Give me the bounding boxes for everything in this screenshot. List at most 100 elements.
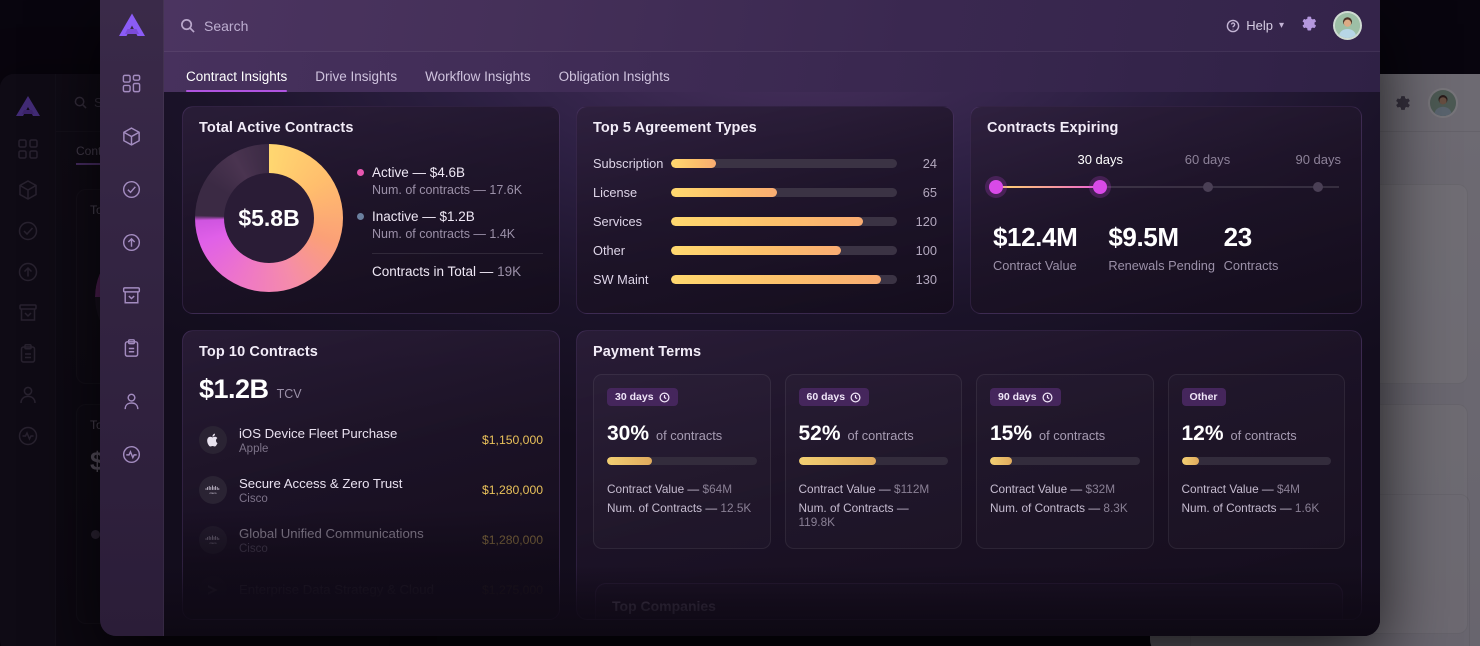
sidebar-item-dashboard[interactable] [115,66,149,100]
slider-track [993,186,1339,188]
bar-row: License 65 [593,178,937,207]
apple-logo-icon [207,433,218,447]
term-num-contracts-value: 8.3K [1103,501,1128,515]
stat-value: $12.4M [993,222,1078,252]
contract-name: iOS Device Fleet Purchase [239,425,398,441]
sidebar-item-people[interactable] [115,384,149,418]
term-num-contracts: Num. of Contracts — 119.8K [799,501,949,529]
bar-row: Services 120 [593,207,937,236]
activity-circle-icon [122,445,141,463]
bar-value: 120 [915,214,937,229]
app-logo[interactable] [100,0,163,52]
term-chip-label: 30 days [615,391,654,403]
term-chip-label: 60 days [806,391,846,403]
expiring-label-90-days: 90 days [1295,152,1342,167]
settings-button[interactable] [1299,14,1318,38]
contract-logo [199,576,227,604]
window-main: Help ▾ Contract Insights Drive Insights … [164,0,1380,636]
contracts-list: iOS Device Fleet Purchase Apple $1,150,0… [183,405,559,615]
term-chip: 30 days [607,388,678,406]
expiring-stat-contracts: 23 Contracts [1224,222,1339,273]
agreement-bar-chart: Subscription 24 License 65 Services [577,136,953,294]
bar-fill [671,188,778,197]
contract-name: Enterprise Data Strategy & Cloud [239,581,434,597]
slider-fill [996,185,1101,188]
slider-handle-90-days[interactable] [1313,182,1324,192]
bar-track [671,159,897,168]
legend-sub-active: Num. of contracts — 17.6K [372,183,523,197]
contract-vendor: Cisco [239,542,268,555]
term-contract-value-label: Contract Value — [990,482,1086,496]
gear-icon [1302,16,1316,30]
list-item[interactable]: iOS Device Fleet Purchase Apple $1,150,0… [199,415,543,465]
payment-term-card-60-days[interactable]: 60 days 52% of contracts Contract Value … [784,374,962,549]
payment-term-card-90-days[interactable]: 90 days 15% of contracts Contract Value … [976,374,1154,549]
term-meta: Contract Value — $112M Num. of Contracts… [799,482,949,529]
term-progress-track [798,457,948,465]
term-percent-row: 15% of contracts [990,422,1140,446]
slider-handle-30-days[interactable] [1093,180,1108,194]
clipboard-icon [124,338,139,357]
contract-value: $1,280,000 [482,533,543,547]
expiring-label-60-days: 60 days [1184,152,1231,167]
search-bar[interactable] [180,17,1226,34]
bar-label: Other [593,243,626,258]
term-num-contracts: Num. of Contracts — 12.5K [607,501,757,515]
help-menu[interactable]: Help ▾ [1226,18,1284,33]
expiring-range-slider[interactable] [989,174,1339,200]
sidebar-item-tasks[interactable] [115,331,149,365]
slider-handle-60-days[interactable] [1202,182,1213,192]
expiring-stat-contract-value: $12.4M Contract Value [993,222,1108,273]
list-item[interactable]: cisco Secure Access & Zero Trust Cisco $… [199,465,543,515]
bar-track [671,217,897,226]
term-progress-fill [798,457,877,465]
term-percent: 52% [798,422,841,445]
bar-row: SW Maint 130 [593,265,937,294]
sidebar-item-uploads[interactable] [115,225,149,259]
donut-chart-area: $5.8B Active — $4.6B Num. of contracts —… [183,136,559,292]
dashboard-row-1: Total Active Contracts $5.8B Active — $4… [182,106,1362,314]
bar-value: 65 [922,185,937,200]
bar-fill [671,159,717,168]
stat-value: $9.5M [1108,222,1179,252]
contracts-in-total: Contracts in Total — 19K [357,264,543,279]
bar-value: 130 [915,272,937,287]
bar-row: Subscription 24 [593,149,937,178]
legend-dot-inactive-icon [357,213,364,220]
term-percent-label: of contracts [1230,428,1297,443]
clock-icon [659,391,670,403]
bar-row: Other 100 [593,236,937,265]
payment-term-card-30-days[interactable]: 30 days 30% of contracts Contract Value … [593,374,771,549]
cube-icon [123,126,140,146]
contract-info: Secure Access & Zero Trust Cisco [239,476,470,505]
user-avatar[interactable] [1333,11,1362,40]
sidebar-item-approvals[interactable] [115,172,149,206]
term-contract-value-label: Contract Value — [798,482,895,496]
stat-value: 23 [1223,222,1253,252]
tab-drive-insights[interactable]: Drive Insights [315,69,398,84]
expiring-label-30-days: 30 days [1077,152,1124,167]
slider-handle-start[interactable] [989,180,1004,194]
stat-caption: Contract Value [993,258,1077,273]
list-item[interactable]: Enterprise Data Strategy & Cloud $1,275,… [199,565,543,615]
cisco-logo-icon: cisco [205,485,220,495]
tab-contract-insights[interactable]: Contract Insights [186,69,288,92]
term-contract-value: Contract Value — $4M [1182,482,1332,496]
payment-term-card-other[interactable]: Other 12% of contracts Contract Value — … [1167,374,1345,549]
tab-obligation-insights[interactable]: Obligation Insights [558,69,670,84]
sidebar-item-activity[interactable] [115,437,149,471]
search-input[interactable] [204,17,524,34]
chevron-down-icon: ▾ [1278,20,1284,31]
arrow-up-circle-icon [122,233,141,251]
expiring-body: 30 days 60 days 90 days [971,136,1361,273]
list-item[interactable]: cisco Global Unified Communications Cisc… [199,515,543,565]
card-contracts-expiring: Contracts Expiring 30 days 60 days 90 da… [970,106,1362,314]
legend-sub-inactive: Num. of contracts — 1.4K [372,227,516,241]
card-top-10-contracts: Top 10 Contracts $1.2B TCV iOS [182,330,560,620]
term-percent-row: 52% of contracts [799,422,949,446]
sidebar-item-archive[interactable] [115,278,149,312]
tab-workflow-insights[interactable]: Workflow Insights [425,69,531,84]
sidebar-item-assets[interactable] [115,119,149,153]
term-percent: 15% [990,422,1033,445]
